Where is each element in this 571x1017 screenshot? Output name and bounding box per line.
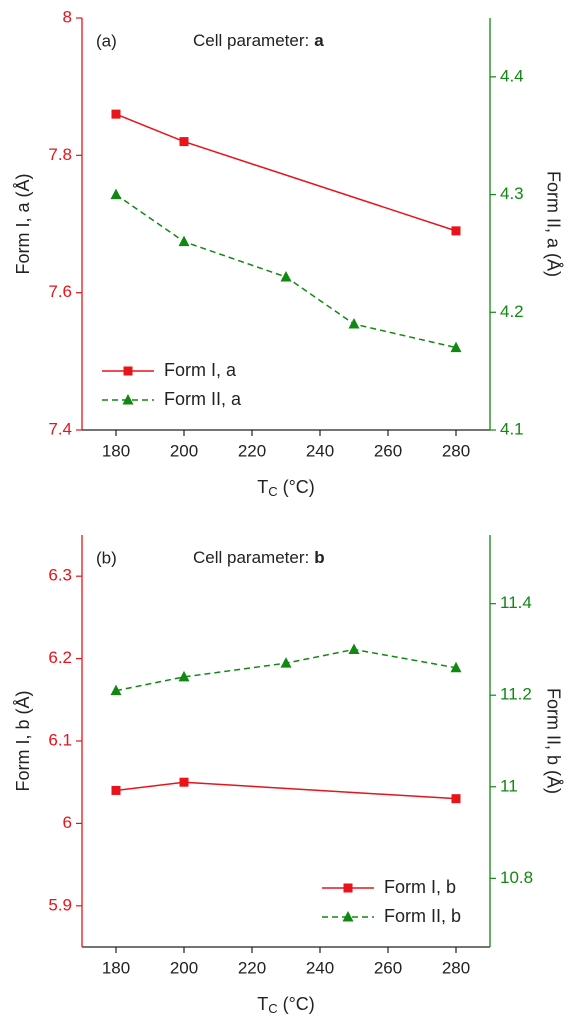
y-tick-label: 7.8 <box>48 145 72 164</box>
y-tick-label: 6.3 <box>48 566 72 585</box>
y2-tick-label: 4.4 <box>500 66 524 85</box>
x-tick-label: 180 <box>102 441 130 460</box>
y-tick-label: 5.9 <box>48 895 72 914</box>
x-axis-title-main: T <box>257 477 268 497</box>
panel-label: (b) <box>96 548 117 567</box>
y-axis-title: Form I, a (Å) <box>13 173 33 274</box>
y2-tick-label: 10.8 <box>500 868 533 887</box>
legend-marker <box>122 394 134 405</box>
annotation-bold: a <box>314 31 324 50</box>
x-tick-label: 260 <box>374 441 402 460</box>
marker <box>280 657 292 668</box>
y2-tick-label: 4.3 <box>500 184 524 203</box>
x-axis-title-sub: C <box>268 484 277 499</box>
x-tick-label: 220 <box>238 958 266 977</box>
legend-label: Form II, b <box>384 906 461 926</box>
y2-tick-label: 11.4 <box>500 593 532 612</box>
annotation-text: Cell parameter: <box>193 31 309 50</box>
x-tick-label: 280 <box>442 441 470 460</box>
legend-label: Form II, a <box>164 389 242 409</box>
marker <box>179 777 189 787</box>
x-axis-title: TC (°C) <box>257 477 315 500</box>
x-tick-label: 200 <box>170 958 198 977</box>
annotation-bold: b <box>314 548 324 567</box>
x-tick-label: 180 <box>102 958 130 977</box>
x-axis-title: TC (°C) <box>257 994 315 1017</box>
marker <box>450 341 462 353</box>
x-axis-title-sub: C <box>268 1001 277 1016</box>
marker <box>178 235 190 247</box>
y2-tick-label: 11 <box>500 776 518 795</box>
marker <box>110 188 122 200</box>
y-axis-title: Form I, b (Å) <box>13 690 33 791</box>
y2-axis-title: Form II, a (Å) <box>543 171 563 277</box>
annotation-text: Cell parameter: <box>193 548 309 567</box>
y2-tick-label: 11.2 <box>500 685 532 704</box>
marker <box>348 318 360 329</box>
legend-marker <box>123 366 133 376</box>
marker <box>111 109 121 119</box>
y-tick-label: 6.1 <box>48 730 72 749</box>
series-line <box>115 648 457 692</box>
x-tick-label: 280 <box>442 958 470 977</box>
marker <box>348 643 360 654</box>
annotation: Cell parameter: a <box>193 31 324 50</box>
marker <box>110 684 122 696</box>
x-tick-label: 200 <box>170 441 198 460</box>
series-line <box>115 781 457 800</box>
y2-tick-label: 4.2 <box>500 302 524 321</box>
x-tick-label: 240 <box>306 958 334 977</box>
y-tick-label: 6.2 <box>48 648 72 667</box>
x-tick-label: 240 <box>306 441 334 460</box>
marker <box>179 137 189 147</box>
legend-label: Form I, a <box>164 360 237 380</box>
x-tick-label: 260 <box>374 958 402 977</box>
annotation: Cell parameter: b <box>193 548 325 567</box>
legend-marker <box>343 883 353 893</box>
series-line <box>115 113 457 232</box>
panel-label: (a) <box>96 31 117 50</box>
legend-marker <box>342 911 354 922</box>
marker <box>178 670 190 682</box>
marker <box>111 785 121 795</box>
marker <box>280 270 292 282</box>
legend-label: Form I, b <box>384 877 456 897</box>
x-tick-label: 220 <box>238 441 266 460</box>
x-axis-title-main: T <box>257 994 268 1014</box>
y-tick-label: 7.4 <box>48 419 72 438</box>
marker <box>451 226 461 236</box>
x-axis-title-unit: (°C) <box>283 994 315 1014</box>
marker <box>450 661 462 673</box>
y2-axis-title: Form II, b (Å) <box>543 688 563 794</box>
y2-tick-label: 4.1 <box>500 419 524 438</box>
y-tick-label: 7.6 <box>48 282 72 301</box>
y-tick-label: 6 <box>63 813 72 832</box>
marker <box>451 794 461 804</box>
y-tick-label: 8 <box>63 7 72 26</box>
x-axis-title-unit: (°C) <box>283 477 315 497</box>
